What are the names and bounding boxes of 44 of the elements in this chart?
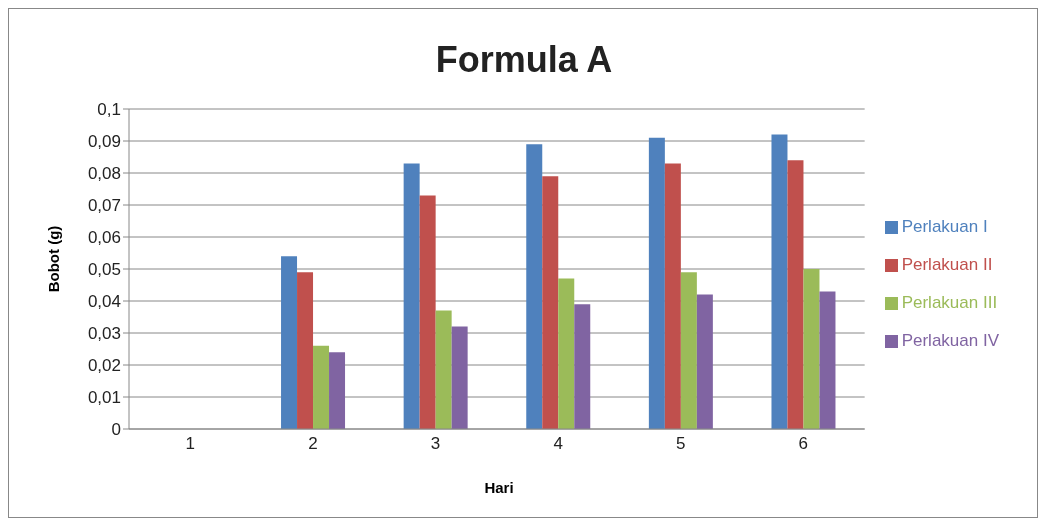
legend-label: Perlakuan IV bbox=[901, 331, 999, 350]
y-tick-label: 0,1 bbox=[97, 100, 121, 120]
bar bbox=[313, 345, 330, 429]
y-tick-label: 0,08 bbox=[87, 164, 121, 184]
bar bbox=[664, 163, 681, 429]
chart-title: Formula A bbox=[434, 39, 614, 81]
bar bbox=[542, 176, 559, 429]
bar bbox=[297, 272, 314, 429]
x-tick-label: 1 bbox=[185, 434, 196, 454]
bar bbox=[419, 195, 436, 429]
x-axis-title: Hari bbox=[483, 479, 515, 496]
legend-label: Perlakuan II bbox=[901, 255, 993, 274]
bar bbox=[648, 137, 665, 429]
y-tick-label: 0,07 bbox=[87, 196, 121, 216]
legend-label: Perlakuan III bbox=[901, 293, 998, 312]
bar bbox=[803, 269, 820, 429]
y-tick-label: 0,09 bbox=[87, 132, 121, 152]
y-tick-label: 0 bbox=[111, 420, 121, 440]
bar bbox=[329, 352, 346, 429]
bar bbox=[403, 163, 420, 429]
y-tick-label: 0,01 bbox=[87, 388, 121, 408]
y-tick-label: 0,03 bbox=[87, 324, 121, 344]
y-tick-label: 0,06 bbox=[87, 228, 121, 248]
bar bbox=[680, 272, 697, 429]
x-tick-label: 6 bbox=[798, 434, 809, 454]
x-tick-label: 4 bbox=[553, 434, 563, 454]
y-tick-label: 0,02 bbox=[87, 356, 121, 376]
bar bbox=[574, 304, 591, 429]
bar bbox=[787, 160, 804, 429]
x-tick-label: 2 bbox=[308, 434, 318, 454]
bar bbox=[435, 310, 452, 429]
legend-label: Perlakuan I bbox=[901, 217, 988, 236]
bar bbox=[819, 291, 836, 429]
bar bbox=[281, 256, 298, 429]
bar bbox=[526, 144, 543, 429]
x-tick-label: 5 bbox=[676, 434, 686, 454]
y-tick-label: 0,05 bbox=[87, 260, 121, 280]
bar bbox=[451, 326, 468, 429]
bar bbox=[558, 278, 575, 429]
bar bbox=[696, 294, 713, 429]
y-tick-label: 0,04 bbox=[87, 292, 121, 312]
y-axis-title: Bobot (g) bbox=[44, 225, 62, 293]
bar bbox=[771, 134, 788, 429]
x-tick-label: 3 bbox=[430, 434, 441, 454]
